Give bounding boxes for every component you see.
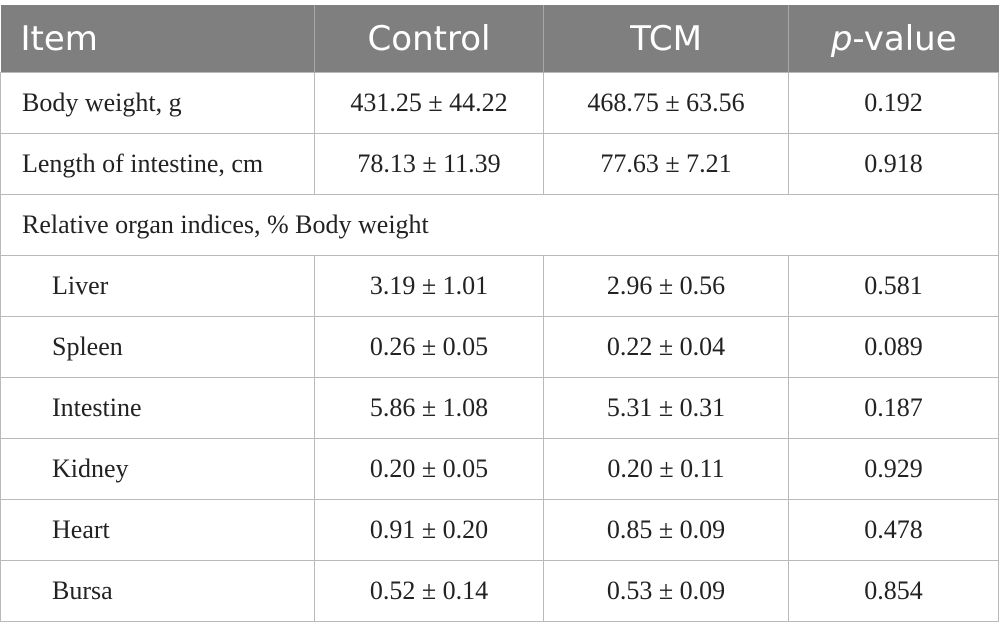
tcm-value: 0.53 ± 0.09	[543, 560, 789, 622]
control-value: 0.52 ± 0.14	[314, 560, 544, 622]
tcm-value: 0.20 ± 0.11	[543, 438, 789, 500]
table-row: Liver 3.19 ± 1.01 2.96 ± 0.56 0.581	[0, 255, 999, 317]
row-label: Heart	[0, 499, 315, 561]
table-header: Item Control TCM p-value	[0, 5, 999, 73]
p-value: 0.581	[788, 255, 999, 317]
p-value: 0.089	[788, 316, 999, 378]
tcm-value: 77.63 ± 7.21	[543, 133, 789, 195]
table-row: Spleen 0.26 ± 0.05 0.22 ± 0.04 0.089	[0, 316, 999, 378]
control-value: 0.91 ± 0.20	[314, 499, 544, 561]
organ-index-table: Item Control TCM p-value Body weight, g …	[0, 5, 999, 622]
column-header-control: Control	[314, 5, 544, 73]
section-row: Relative organ indices, % Body weight	[0, 194, 999, 256]
tcm-value: 2.96 ± 0.56	[543, 255, 789, 317]
table-row: Heart 0.91 ± 0.20 0.85 ± 0.09 0.478	[0, 499, 999, 561]
header-row: Item Control TCM p-value	[0, 5, 999, 73]
control-value: 0.26 ± 0.05	[314, 316, 544, 378]
table-row: Bursa 0.52 ± 0.14 0.53 ± 0.09 0.854	[0, 560, 999, 622]
row-label: Length of intestine, cm	[0, 133, 315, 195]
table-row: Length of intestine, cm 78.13 ± 11.39 77…	[0, 133, 999, 195]
row-label: Intestine	[0, 377, 315, 439]
p-value: 0.478	[788, 499, 999, 561]
column-header-tcm: TCM	[543, 5, 789, 73]
p-value-suffix: -value	[852, 18, 957, 59]
p-value: 0.929	[788, 438, 999, 500]
tcm-value: 0.85 ± 0.09	[543, 499, 789, 561]
p-symbol: p	[830, 18, 853, 59]
row-label: Kidney	[0, 438, 315, 500]
row-label: Spleen	[0, 316, 315, 378]
row-label: Liver	[0, 255, 315, 317]
column-header-item: Item	[0, 5, 315, 73]
table-row: Body weight, g 431.25 ± 44.22 468.75 ± 6…	[0, 72, 999, 134]
control-value: 78.13 ± 11.39	[314, 133, 544, 195]
tcm-value: 468.75 ± 63.56	[543, 72, 789, 134]
table-row: Kidney 0.20 ± 0.05 0.20 ± 0.11 0.929	[0, 438, 999, 500]
control-value: 0.20 ± 0.05	[314, 438, 544, 500]
row-label: Bursa	[0, 560, 315, 622]
table-row: Intestine 5.86 ± 1.08 5.31 ± 0.31 0.187	[0, 377, 999, 439]
p-value: 0.918	[788, 133, 999, 195]
section-label: Relative organ indices, % Body weight	[0, 194, 999, 256]
tcm-value: 0.22 ± 0.04	[543, 316, 789, 378]
row-label: Body weight, g	[0, 72, 315, 134]
table-body: Body weight, g 431.25 ± 44.22 468.75 ± 6…	[0, 72, 999, 622]
control-value: 5.86 ± 1.08	[314, 377, 544, 439]
tcm-value: 5.31 ± 0.31	[543, 377, 789, 439]
control-value: 431.25 ± 44.22	[314, 72, 544, 134]
column-header-p-value: p-value	[788, 5, 999, 73]
p-value: 0.192	[788, 72, 999, 134]
control-value: 3.19 ± 1.01	[314, 255, 544, 317]
p-value: 0.187	[788, 377, 999, 439]
p-value: 0.854	[788, 560, 999, 622]
